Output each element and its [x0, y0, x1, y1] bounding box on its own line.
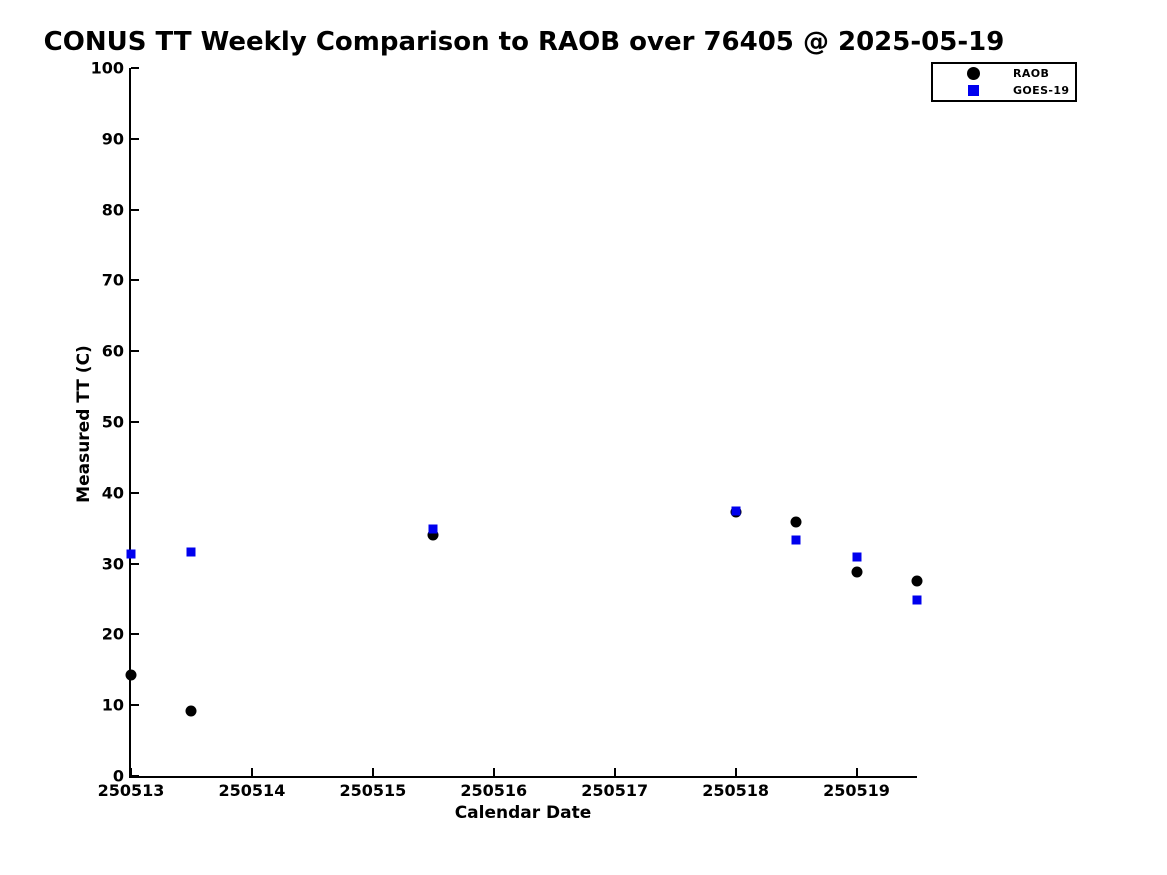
y-tick-label: 10 [101, 695, 124, 715]
y-tick-label: 60 [101, 341, 124, 361]
data-point-raob [911, 575, 923, 587]
x-tick-label: 250517 [581, 781, 649, 800]
plot-area: 0 10 20 30 40 50 60 70 80 90 100 250513 250514 250515… [91, 59, 923, 800]
data-point-goes-19 [731, 506, 741, 516]
x-tick-mark [855, 768, 858, 776]
x-tick-mark [492, 768, 495, 776]
y-tick-label: 50 [101, 412, 124, 432]
data-point-raob [851, 566, 863, 578]
y-tick-mark [131, 279, 139, 282]
y-tick-label: 30 [101, 554, 124, 574]
y-tick-mark [131, 775, 139, 777]
data-point-raob [427, 529, 439, 541]
x-tick-mark [613, 768, 616, 776]
chart-title: CONUS TT Weekly Comparison to RAOB over … [43, 27, 1005, 57]
y-tick-label: 20 [101, 624, 124, 644]
y-axis-label: Measured TT (C) [74, 345, 94, 503]
data-point-raob [790, 516, 802, 528]
data-point-goes-19 [912, 595, 922, 605]
y-tick-label: 70 [101, 270, 124, 290]
y-tick-label: 40 [101, 483, 124, 503]
legend: RAOB GOES-19 [931, 62, 1077, 102]
x-tick-label: 250519 [823, 781, 890, 800]
data-point-raob [185, 705, 197, 717]
x-tick-label: 250514 [218, 781, 286, 800]
y-tick-mark [131, 350, 139, 353]
y-tick-label: 90 [101, 129, 124, 149]
x-tick-mark [734, 768, 737, 776]
legend-marker-cell [933, 85, 1013, 96]
data-point-goes-19 [791, 535, 801, 545]
y-tick-mark [131, 67, 139, 69]
x-tick-label: 250518 [702, 781, 770, 800]
x-tick-mark [130, 768, 132, 776]
data-point-raob [125, 669, 137, 681]
x-tick-label: 250515 [339, 781, 407, 800]
x-tick-label: 250516 [460, 781, 528, 800]
y-tick-label: 80 [101, 200, 124, 220]
y-tick-mark [131, 704, 139, 707]
legend-item-goes19: GOES-19 [933, 82, 1075, 99]
data-point-goes-19 [126, 549, 136, 559]
raob-circle-marker-icon [966, 67, 980, 80]
y-tick-mark [131, 137, 139, 140]
y-tick-label: 0 [112, 766, 124, 786]
data-point-goes-19 [852, 552, 862, 562]
x-tick-mark [250, 768, 253, 776]
x-axis-label: Calendar Date [454, 803, 592, 823]
data-point-goes-19 [428, 524, 438, 534]
y-tick-mark [131, 421, 139, 423]
y-tick-mark [131, 633, 139, 636]
y-tick-mark [131, 562, 139, 565]
legend-label-goes19: GOES-19 [1013, 84, 1070, 97]
y-tick-mark [131, 491, 139, 494]
x-tick-mark [371, 768, 374, 776]
goes19-square-marker-icon [967, 85, 979, 96]
x-tick-label: 250513 [97, 781, 165, 800]
legend-marker-cell [933, 67, 1013, 80]
legend-item-raob: RAOB [933, 65, 1075, 82]
data-point-goes-19 [186, 547, 196, 557]
legend-label-raob: RAOB [1013, 67, 1050, 80]
y-tick-mark [131, 208, 139, 211]
y-tick-label: 100 [90, 58, 124, 78]
